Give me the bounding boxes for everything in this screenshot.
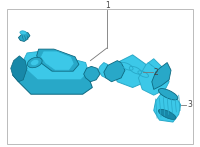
Polygon shape bbox=[40, 51, 74, 70]
Polygon shape bbox=[84, 66, 100, 82]
Polygon shape bbox=[18, 32, 30, 41]
Text: 3: 3 bbox=[187, 100, 192, 109]
Ellipse shape bbox=[20, 31, 27, 35]
Polygon shape bbox=[104, 61, 125, 82]
Polygon shape bbox=[152, 62, 171, 89]
Polygon shape bbox=[113, 55, 150, 87]
Ellipse shape bbox=[31, 59, 39, 66]
Text: 1: 1 bbox=[105, 1, 110, 10]
Polygon shape bbox=[98, 62, 112, 78]
Polygon shape bbox=[154, 93, 181, 122]
Ellipse shape bbox=[158, 109, 176, 120]
Ellipse shape bbox=[158, 88, 178, 100]
Polygon shape bbox=[138, 59, 169, 95]
Ellipse shape bbox=[27, 57, 42, 68]
Polygon shape bbox=[11, 56, 27, 82]
Text: 2: 2 bbox=[154, 68, 158, 77]
Polygon shape bbox=[13, 68, 92, 94]
Polygon shape bbox=[37, 49, 79, 71]
Polygon shape bbox=[23, 51, 88, 80]
